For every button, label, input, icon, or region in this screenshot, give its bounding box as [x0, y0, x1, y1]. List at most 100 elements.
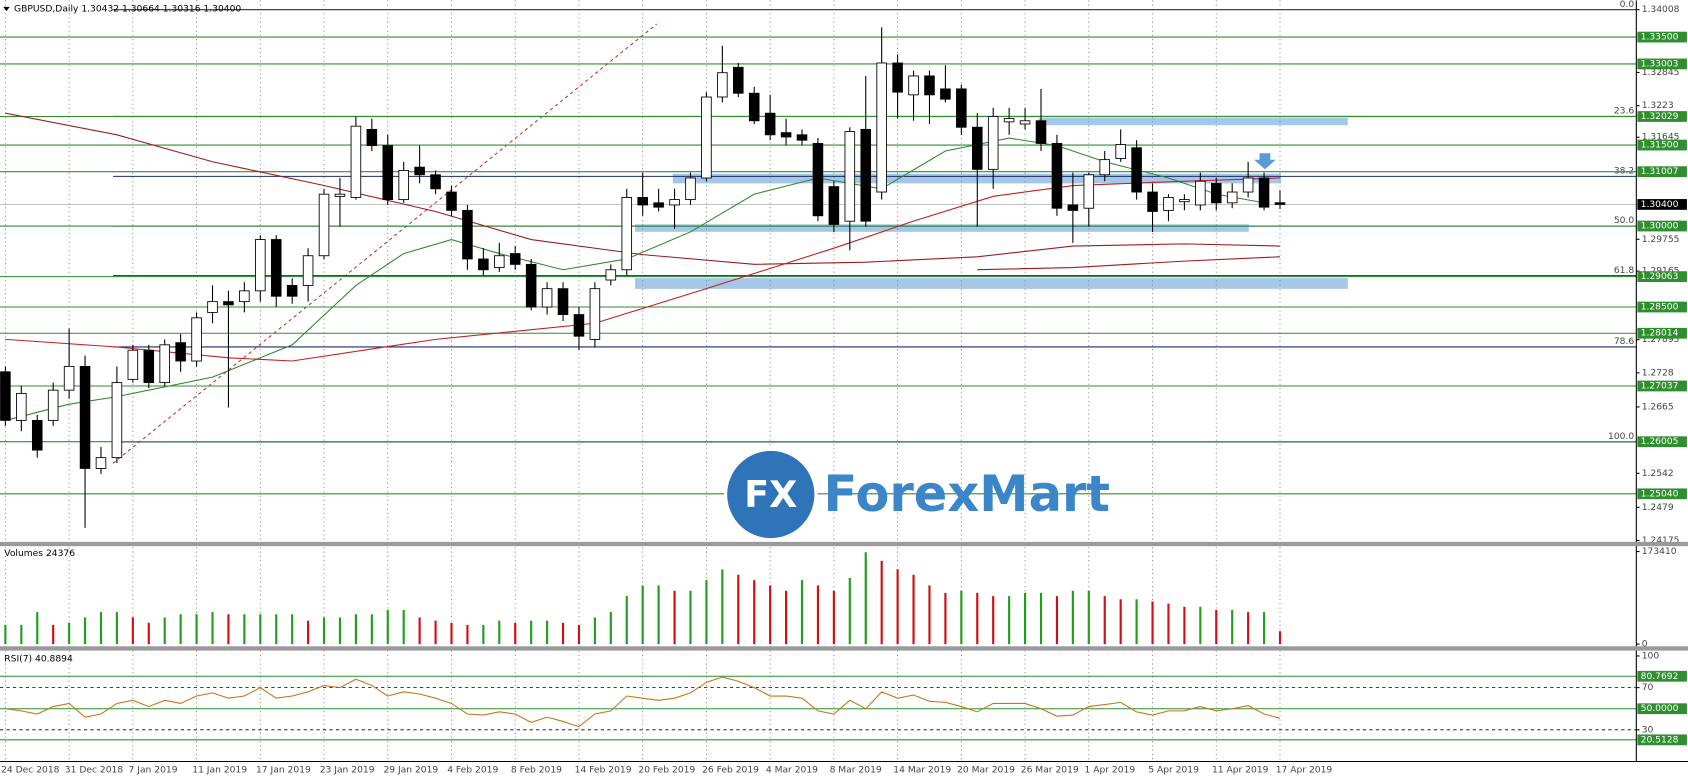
fib-label: 50.0 — [1614, 216, 1635, 226]
x-tick-label: 24 Dec 2018 — [1, 766, 60, 776]
candle-body — [47, 389, 59, 421]
candle-body — [1131, 147, 1142, 193]
candle-body — [1003, 118, 1015, 123]
level-tag — [1637, 111, 1687, 122]
candle-body — [669, 199, 680, 206]
candle-body — [541, 288, 553, 308]
candle-body — [95, 457, 107, 469]
y-tick-label: 100 — [1642, 651, 1660, 661]
candle-body — [701, 96, 712, 179]
x-tick-label: 11 Jan 2019 — [192, 766, 247, 776]
candle-body — [286, 284, 298, 297]
candle-body — [748, 92, 760, 122]
x-tick-label: 1 Apr 2019 — [1084, 766, 1135, 776]
x-tick-label: 17 Jan 2019 — [256, 766, 311, 776]
candle-body — [589, 288, 601, 340]
candle-body — [398, 170, 409, 201]
highlight-band — [635, 224, 1249, 232]
level-tag — [1637, 734, 1687, 746]
candle-body — [0, 371, 11, 421]
candle-body — [143, 349, 155, 384]
candle-body — [844, 131, 856, 222]
y-tick-label: 1.31645 — [1642, 133, 1680, 143]
level-label: 1.31007 — [1641, 167, 1679, 177]
candle-body — [1035, 120, 1047, 144]
logo-text: FX — [744, 473, 797, 516]
candle-body — [1163, 196, 1174, 211]
level-tag — [1637, 58, 1687, 70]
volume-title: Volumes 24376 — [4, 549, 75, 559]
y-tick-label: 1.27895 — [1642, 335, 1680, 345]
candle-body — [557, 288, 569, 316]
level-tag — [1637, 220, 1687, 232]
candle-body — [573, 314, 585, 337]
level-tag — [1637, 703, 1687, 715]
candle-body — [908, 75, 919, 96]
candle-body — [350, 125, 362, 198]
candle-body — [1067, 204, 1079, 211]
y-tick-label: 1.2542 — [1642, 469, 1674, 479]
candle-body — [16, 392, 27, 421]
level-tag — [1637, 301, 1687, 313]
level-tag — [1637, 380, 1687, 392]
x-tick-label: 26 Feb 2019 — [702, 766, 759, 776]
candle-body — [796, 134, 808, 141]
rsi-title: RSI(7) 40.8894 — [4, 655, 73, 665]
candle-body — [302, 255, 314, 286]
level-tag — [1637, 31, 1687, 43]
candle-body — [605, 269, 617, 281]
x-tick-label: 20 Feb 2019 — [638, 766, 695, 776]
candle-body — [430, 174, 441, 190]
candle-body — [255, 239, 266, 292]
fib-label: 23.6 — [1614, 107, 1635, 117]
candle-body — [1083, 174, 1095, 209]
level-label: 1.30000 — [1641, 222, 1679, 232]
candle-body — [446, 191, 457, 211]
watermark-text: ForexMart — [824, 465, 1111, 523]
x-tick-label: 4 Mar 2019 — [766, 766, 818, 776]
x-tick-label: 4 Feb 2019 — [447, 766, 498, 776]
chart-title: GBPUSD,Daily 1.30432 1.30664 1.30316 1.3… — [14, 4, 241, 14]
candle-body — [892, 62, 903, 93]
level-label: 80.7692 — [1641, 672, 1679, 682]
candle-body — [637, 196, 648, 206]
candle-body — [175, 342, 186, 362]
rsi-line — [5, 676, 1281, 728]
y-tick-label: 1.2479 — [1642, 503, 1674, 513]
current-price-label: 1.30400 — [1641, 200, 1679, 210]
candle-body — [31, 419, 43, 451]
candle-body — [79, 365, 91, 469]
x-tick-label: 7 Jan 2019 — [129, 766, 178, 776]
x-tick-label: 5 Apr 2019 — [1148, 766, 1199, 776]
candle-body — [462, 209, 473, 260]
candle-body — [111, 382, 123, 459]
x-tick-label: 17 Apr 2019 — [1276, 766, 1333, 776]
x-tick-label: 20 Mar 2019 — [957, 766, 1015, 776]
moving-average — [977, 256, 1281, 271]
x-tick-label: 31 Dec 2018 — [65, 766, 124, 776]
candle-body — [780, 132, 792, 138]
candle-body — [733, 66, 744, 94]
candle-body — [318, 193, 330, 257]
level-tag — [1637, 271, 1687, 283]
y-tick-label: 1.3223 — [1642, 101, 1674, 111]
candle-body — [127, 349, 139, 380]
watermark: FX ForexMart — [723, 447, 1111, 542]
moving-average — [5, 112, 1281, 265]
x-tick-label: 8 Feb 2019 — [511, 766, 562, 776]
candle-body — [971, 126, 983, 170]
candle-body — [239, 290, 250, 303]
arrow-marker — [1254, 153, 1276, 170]
candle-body — [1226, 191, 1238, 204]
fib-label: 0.0 — [1620, 0, 1635, 10]
candle-body — [334, 193, 346, 197]
candle-body — [860, 128, 872, 222]
candle-body — [621, 196, 633, 271]
candle-body — [1242, 177, 1254, 193]
candle-body — [382, 145, 394, 201]
y-tick-label: 1.29755 — [1642, 235, 1680, 245]
level-label: 20.5128 — [1641, 735, 1679, 745]
level-label: 1.31500 — [1641, 141, 1679, 151]
